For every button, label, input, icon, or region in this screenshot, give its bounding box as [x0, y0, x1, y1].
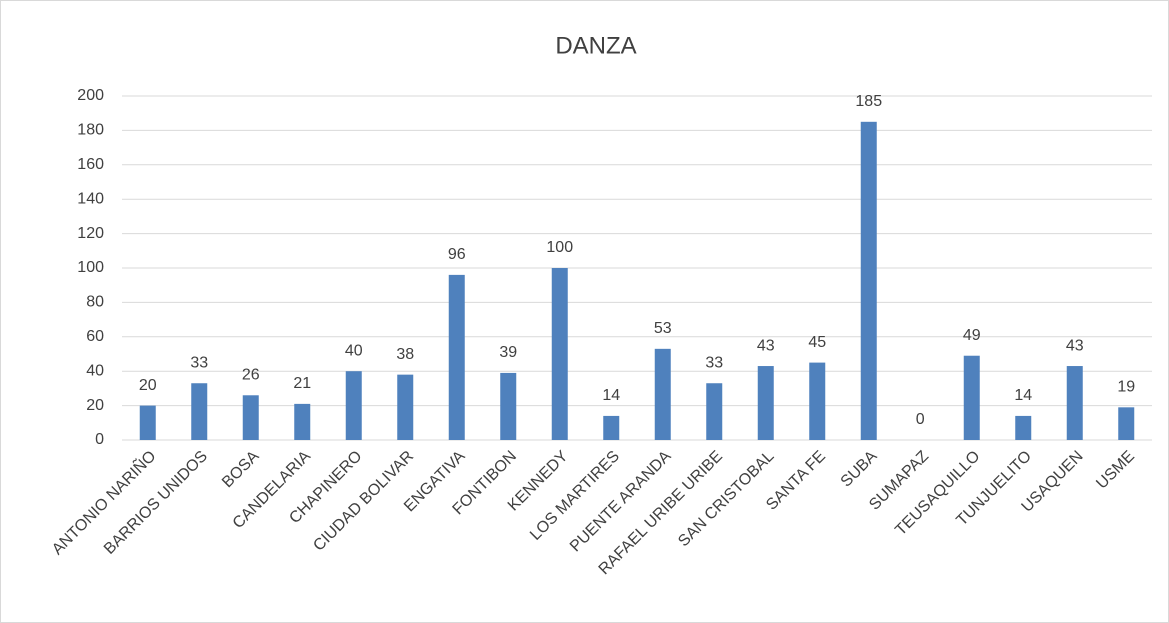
y-tick-label: 60 — [86, 328, 104, 345]
bar — [654, 348, 671, 440]
data-label: 0 — [916, 411, 925, 428]
bar — [294, 403, 311, 440]
data-label: 49 — [963, 327, 981, 344]
data-label: 21 — [293, 375, 311, 392]
bar — [448, 274, 465, 440]
bar — [139, 405, 156, 440]
data-label: 39 — [499, 344, 517, 361]
bar — [242, 395, 259, 440]
y-tick-label: 40 — [86, 362, 104, 379]
data-label: 19 — [1117, 379, 1135, 396]
y-tick-label: 180 — [77, 122, 104, 139]
data-label: 53 — [654, 320, 672, 337]
y-tick-label: 20 — [86, 397, 104, 414]
data-label: 45 — [808, 334, 826, 351]
bar — [345, 371, 362, 440]
bar — [397, 374, 414, 440]
bar — [1066, 366, 1083, 440]
bar — [809, 362, 826, 440]
bar — [500, 372, 517, 440]
data-label: 14 — [1014, 387, 1032, 404]
data-label: 96 — [448, 246, 466, 263]
bar — [1015, 415, 1032, 440]
bar — [757, 366, 774, 440]
y-tick-label: 120 — [77, 225, 104, 242]
data-label: 100 — [546, 239, 573, 256]
data-label: 33 — [190, 354, 208, 371]
y-tick-label: 200 — [77, 87, 104, 104]
bar — [963, 355, 980, 440]
data-label: 43 — [1066, 337, 1084, 354]
bar — [860, 121, 877, 441]
bar — [706, 383, 723, 440]
bar — [1118, 407, 1135, 440]
data-label: 43 — [757, 337, 775, 354]
y-tick-label: 160 — [77, 156, 104, 173]
y-tick-label: 80 — [86, 294, 104, 311]
bar — [603, 415, 620, 440]
y-tick-label: 140 — [77, 190, 104, 207]
bar — [191, 383, 208, 440]
bar — [551, 268, 568, 440]
data-label: 38 — [396, 346, 414, 363]
y-tick-label: 100 — [77, 259, 104, 276]
y-tick-label: 0 — [95, 431, 104, 448]
chart-title: DANZA — [555, 32, 636, 59]
data-label: 40 — [345, 342, 363, 359]
data-label: 20 — [139, 377, 157, 394]
data-label: 14 — [602, 387, 620, 404]
data-label: 26 — [242, 366, 260, 383]
data-label: 33 — [705, 354, 723, 371]
data-label: 185 — [855, 93, 882, 110]
